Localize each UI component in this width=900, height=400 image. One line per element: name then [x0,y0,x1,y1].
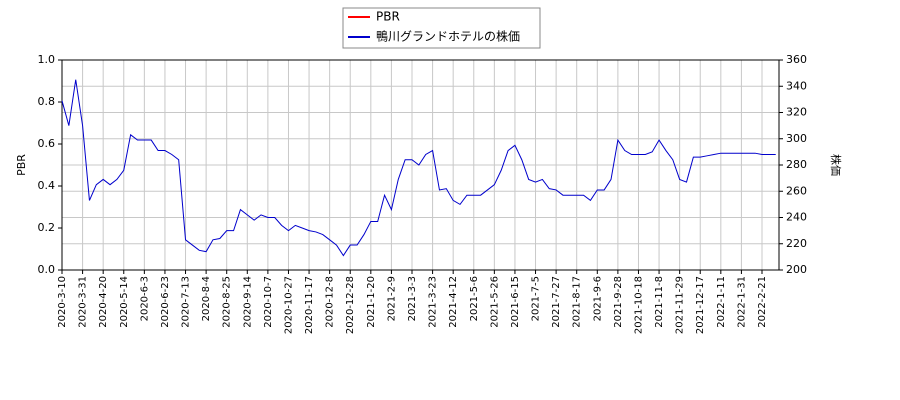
x-tick-label: 2020-10-7 [263,276,274,328]
x-tick-label: 2020-9-14 [242,276,253,328]
y2-tick-label: 220 [786,237,807,250]
legend-box [342,7,541,49]
y-tick-label: 0.4 [38,179,56,192]
x-tick-label: 2021-12-17 [695,276,706,334]
y2-axis-label: 株価 [829,154,843,176]
x-tick-label: 2021-5-26 [489,276,500,328]
x-tick-label: 2020-12-8 [325,276,336,328]
y2-tick-label: 260 [786,184,807,197]
x-tick-label: 2021-11-8 [654,276,665,328]
y-tick-label: 0.6 [38,137,56,150]
x-tick-label: 2021-7-27 [551,276,562,328]
x-tick-label: 2021-3-23 [428,276,439,328]
y-tick-label: 0.8 [38,95,56,108]
x-tick-label: 2022-1-11 [716,276,727,328]
x-tick-label: 2021-11-29 [675,276,686,334]
x-tick-label: 2021-3-3 [407,276,418,321]
y2-tick-label: 320 [786,106,807,119]
x-tick-label: 2021-5-6 [469,276,480,321]
x-tick-label: 2021-9-6 [592,276,603,321]
legend-label: 鴨川グランドホテルの株価 [376,29,520,44]
y-tick-label: 0.2 [38,221,56,234]
y2-tick-label: 340 [786,79,807,92]
x-tick-label: 2021-7-5 [531,276,542,321]
x-tick-label: 2020-3-31 [78,276,89,328]
x-tick-label: 2022-1-31 [736,276,747,328]
y-tick-label: 1.0 [38,53,56,66]
y-tick-label: 0.0 [38,263,56,276]
x-tick-label: 2021-9-28 [613,276,624,328]
x-tick-label: 2021-10-18 [633,276,644,334]
x-tick-label: 2021-8-17 [572,276,583,328]
x-tick-label: 2020-10-27 [283,276,294,334]
x-tick-label: 2020-8-25 [222,276,233,328]
x-tick-label: 2021-1-20 [366,276,377,328]
x-tick-label: 2020-12-28 [345,276,356,334]
y2-tick-label: 200 [786,263,807,276]
x-tick-label: 2022-2-21 [757,276,768,328]
series-line [61,79,776,257]
y2-tick-label: 280 [786,158,807,171]
x-tick-label: 2020-3-10 [57,276,68,328]
y-axis-label: PBR [15,154,28,176]
x-tick-label: 2021-2-9 [386,276,397,321]
x-tick-label: 2020-11-17 [304,276,315,334]
x-tick-label: 2020-5-14 [119,276,130,328]
plot-frame [61,59,780,271]
x-tick-label: 2020-7-13 [181,276,192,328]
y2-tick-label: 360 [786,53,807,66]
x-tick-label: 2020-6-23 [160,276,171,328]
x-tick-label: 2021-4-12 [448,276,459,328]
legend-label: PBR [376,10,400,24]
x-tick-label: 2020-4-20 [98,276,109,328]
y2-tick-label: 300 [786,132,807,145]
x-tick-label: 2021-6-15 [510,276,521,328]
x-tick-label: 2020-6-3 [139,276,150,321]
y2-tick-label: 240 [786,211,807,224]
x-tick-label: 2020-8-4 [201,276,212,321]
